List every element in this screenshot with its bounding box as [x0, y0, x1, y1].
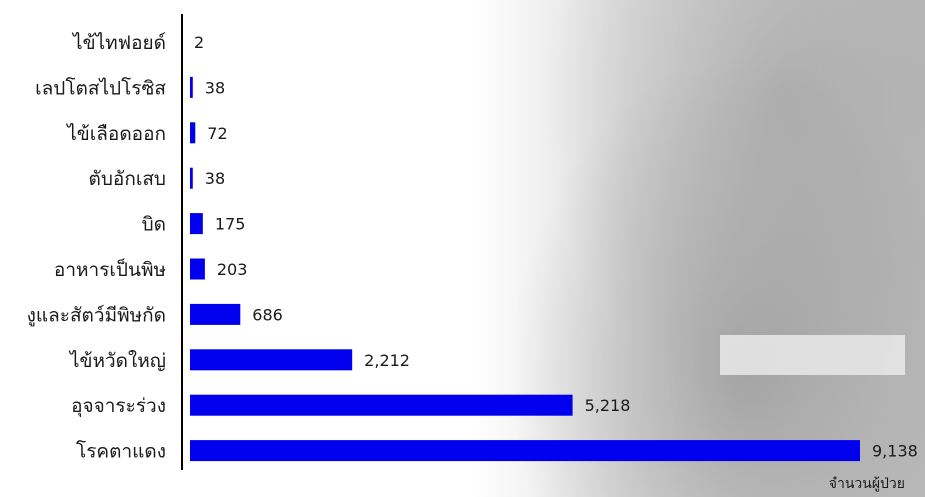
category-label: ไข้เลือดออก — [65, 123, 166, 145]
value-label: 72 — [207, 124, 227, 143]
category-label: อุจจาระร่วง — [71, 395, 166, 418]
category-label: บิด — [142, 214, 166, 236]
bars-group: ไข้ไทฟอยด์ 2 เลปโตสไปโรซิส 38 ไข้เลือดออก 72 ต… — [27, 32, 918, 463]
value-label: 2 — [194, 33, 204, 52]
bar — [190, 258, 205, 280]
bar — [190, 349, 353, 371]
category-label: ตับอักเสบ — [89, 168, 166, 190]
bar — [190, 213, 203, 235]
value-label: 203 — [217, 260, 248, 279]
category-label: ไข้ไทฟอยด์ — [71, 32, 166, 54]
bar — [190, 76, 193, 98]
value-label: 9,138 — [872, 442, 918, 461]
value-label: 38 — [205, 169, 225, 188]
value-label: 5,218 — [585, 396, 631, 415]
bar — [190, 167, 193, 189]
value-label: 38 — [205, 78, 225, 97]
bar — [190, 122, 196, 144]
bar — [190, 394, 573, 416]
bar — [190, 440, 860, 462]
value-label: 686 — [252, 305, 283, 324]
category-label: ไข้หวัดใหญ่ — [68, 350, 166, 372]
value-label: 2,212 — [364, 351, 410, 370]
background-photo-detail — [720, 335, 905, 375]
category-label: งูและสัตว์มีพิษกัด — [27, 304, 166, 326]
category-label: เลปโตสไปโรซิส — [35, 76, 166, 99]
x-axis-label: จำนวนผู้ป่วย — [829, 476, 905, 492]
category-label: โรคตาแดง — [76, 440, 166, 463]
category-label: อาหารเป็นพิษ — [54, 257, 166, 281]
bar — [190, 303, 241, 325]
value-label: 175 — [215, 215, 246, 234]
